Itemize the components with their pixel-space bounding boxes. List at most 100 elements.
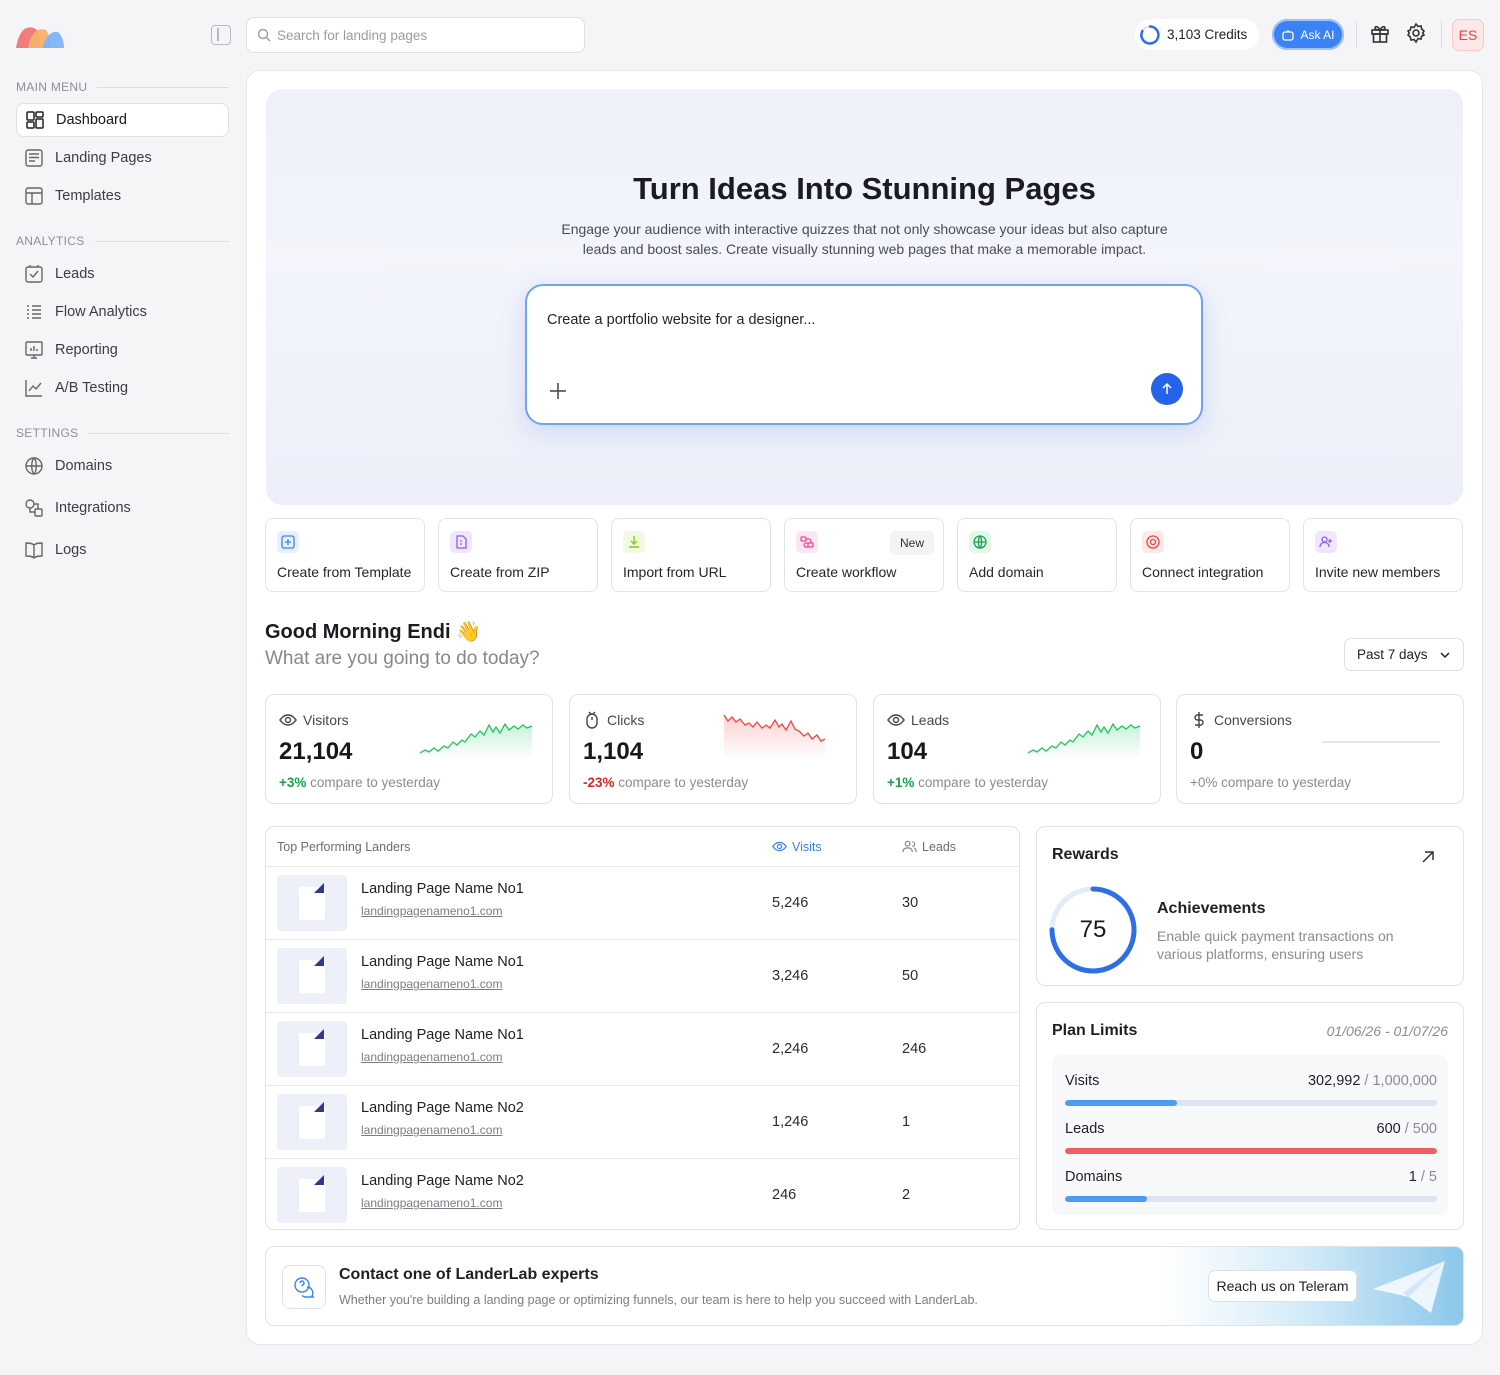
table-row[interactable]: Landing Page Name No1 landingpagenameno1… — [266, 867, 1019, 940]
limit-fill — [1065, 1100, 1177, 1106]
prompt-box[interactable]: Create a portfolio website for a designe… — [525, 284, 1203, 425]
leads-icon — [25, 265, 43, 283]
plan-dates: 01/06/26 - 01/07/26 — [1326, 1023, 1448, 1039]
table-header: Top Performing Landers Visits Leads — [266, 827, 1019, 867]
zip-file-icon — [450, 531, 472, 553]
integration-icon — [1142, 531, 1164, 553]
collapse-sidebar-icon[interactable] — [211, 25, 231, 45]
create-from-zip-card[interactable]: Create from ZIP — [438, 518, 598, 592]
paper-plane-icon — [1373, 1261, 1445, 1313]
table-row[interactable]: Landing Page Name No2 landingpagenameno1… — [266, 1159, 1019, 1229]
limit-leads: Leads 600 / 500 — [1065, 1121, 1437, 1154]
stat-value: 21,104 — [279, 738, 353, 765]
section-settings: SETTINGS — [16, 426, 229, 440]
sidebar-item-label: Logs — [55, 542, 87, 558]
users-icon — [902, 840, 917, 853]
reach-telegram-button[interactable]: Reach us on Teleram — [1208, 1270, 1357, 1302]
sidebar-item-label: Flow Analytics — [55, 304, 147, 320]
score-ring — [1049, 886, 1137, 974]
sidebar-item-logs[interactable]: Logs — [16, 533, 229, 567]
globe-icon — [969, 531, 991, 553]
page-url-link[interactable]: landingpagenameno1.com — [361, 977, 503, 991]
mouse-icon — [586, 711, 598, 729]
template-icon — [25, 187, 43, 205]
score-value: 75 — [1079, 916, 1107, 943]
avatar[interactable]: ES — [1452, 19, 1484, 51]
sidebar-item-flow-analytics[interactable]: Flow Analytics — [16, 295, 229, 329]
dollar-icon — [1194, 712, 1204, 728]
book-icon — [25, 542, 43, 559]
credits-ring-icon — [1140, 24, 1160, 45]
stat-card-clicks[interactable]: Clicks 1,104 -23% compare to yesterday — [569, 694, 857, 804]
rewards-card: Rewards 75 Achievements Enable quick pay… — [1036, 826, 1464, 986]
credits-badge[interactable]: 3,103 Credits — [1135, 19, 1260, 50]
limit-fill — [1065, 1148, 1437, 1154]
sidebar-item-label: Reporting — [55, 342, 118, 358]
period-select[interactable]: Past 7 days — [1344, 638, 1464, 671]
globe-icon — [25, 457, 43, 475]
page-url-link[interactable]: landingpagenameno1.com — [361, 1196, 503, 1210]
brand-logo[interactable] — [16, 22, 64, 48]
add-domain-card[interactable]: Add domain — [957, 518, 1117, 592]
invite-members-card[interactable]: Invite new members — [1303, 518, 1463, 592]
plan-limits-card: Plan Limits 01/06/26 - 01/07/26 Visits 3… — [1036, 1002, 1464, 1230]
chevron-down-icon — [1440, 651, 1450, 658]
leads-column-header[interactable]: Leads — [902, 839, 956, 854]
stat-card-visitors[interactable]: Visitors 21,104 +3% compare to yesterday — [265, 694, 553, 804]
report-icon — [25, 341, 43, 359]
stat-card-conversions[interactable]: Conversions 0 +0% compare to yesterday — [1176, 694, 1464, 804]
limit-domains: Domains 1 / 5 — [1065, 1169, 1437, 1202]
ask-ai-button[interactable]: Ask AI — [1272, 19, 1344, 50]
sidebar-item-ab-testing[interactable]: A/B Testing — [16, 371, 229, 405]
workflow-icon — [796, 531, 818, 553]
page-url-link[interactable]: landingpagenameno1.com — [361, 1050, 503, 1064]
score-arc — [1049, 886, 1137, 974]
clicks-sparkline — [723, 714, 826, 759]
greeting-subtitle: What are you going to do today? — [265, 648, 540, 669]
stat-value: 104 — [887, 738, 928, 765]
gear-icon[interactable] — [1405, 22, 1427, 44]
page-thumbnail — [277, 875, 347, 931]
sidebar-item-label: Dashboard — [56, 112, 127, 128]
sidebar-item-reporting[interactable]: Reporting — [16, 333, 229, 367]
sidebar-item-domains[interactable]: Domains — [16, 449, 229, 483]
sidebar-item-templates[interactable]: Templates — [16, 179, 229, 213]
search-icon — [257, 28, 271, 42]
page-url-link[interactable]: landingpagenameno1.com — [361, 904, 503, 918]
arrow-up-right-icon[interactable] — [1420, 849, 1436, 865]
stat-card-leads[interactable]: Leads 104 +1% compare to yesterday — [873, 694, 1161, 804]
conversions-sparkline — [1322, 741, 1440, 743]
flow-icon — [27, 305, 41, 319]
sidebar-item-integrations[interactable]: Integrations — [16, 491, 229, 525]
arrow-up-icon — [1162, 382, 1172, 394]
create-workflow-card[interactable]: New Create workflow — [784, 518, 944, 592]
chart-line-icon — [25, 380, 42, 397]
sidebar-item-label: A/B Testing — [55, 380, 129, 396]
plus-icon[interactable] — [549, 382, 567, 400]
table-row[interactable]: Landing Page Name No1 landingpagenameno1… — [266, 1013, 1019, 1086]
page-url-link[interactable]: landingpagenameno1.com — [361, 1123, 503, 1137]
visits-column-header[interactable]: Visits — [772, 839, 822, 854]
dashboard-icon — [26, 111, 44, 129]
contact-banner: Contact one of LanderLab experts Whether… — [265, 1246, 1464, 1326]
prompt-input[interactable]: Create a portfolio website for a designe… — [547, 312, 816, 328]
sidebar-item-leads[interactable]: Leads — [16, 257, 229, 291]
hero-title: Turn Ideas Into Stunning Pages — [633, 171, 1096, 206]
sidebar-item-dashboard[interactable]: Dashboard — [16, 103, 229, 137]
create-from-template-card[interactable]: Create from Template — [265, 518, 425, 592]
achievements-text: Enable quick payment transactions on var… — [1157, 928, 1394, 962]
table-row[interactable]: Landing Page Name No1 landingpagenameno1… — [266, 940, 1019, 1013]
limit-visits: Visits 302,992 / 1,000,000 — [1065, 1073, 1437, 1106]
connect-integration-card[interactable]: Connect integration — [1130, 518, 1290, 592]
gift-icon[interactable] — [1369, 22, 1391, 44]
limit-fill — [1065, 1196, 1147, 1202]
sidebar-item-label: Templates — [55, 188, 122, 204]
import-from-url-card[interactable]: Import from URL — [611, 518, 771, 592]
sidebar-item-landing-pages[interactable]: Landing Pages — [16, 141, 229, 175]
divider — [1356, 21, 1357, 48]
send-button[interactable] — [1151, 373, 1183, 405]
table-row[interactable]: Landing Page Name No2 landingpagenameno1… — [266, 1086, 1019, 1159]
top-landers-table: Top Performing Landers Visits Leads Land… — [265, 826, 1020, 1230]
hero-subtitle: Engage your audience with interactive qu… — [561, 221, 1168, 257]
search-input[interactable]: Search for landing pages — [246, 17, 585, 53]
